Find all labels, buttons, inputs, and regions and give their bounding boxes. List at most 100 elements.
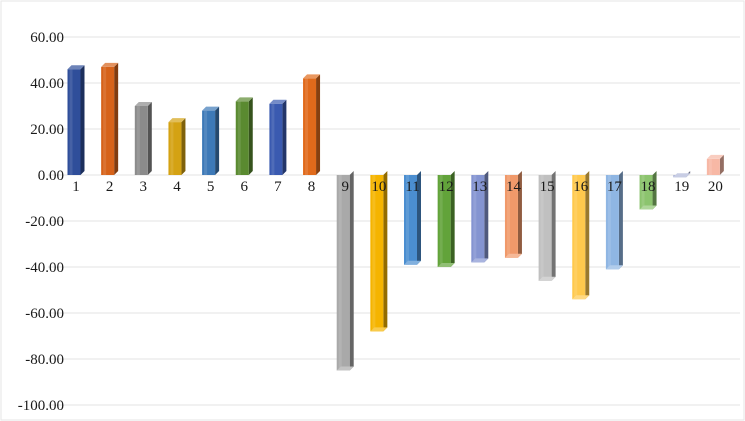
- bar-cap: [202, 106, 220, 111]
- bar-cap: [235, 97, 253, 102]
- bar-cap: [303, 74, 321, 79]
- bars: [67, 62, 724, 371]
- bar: [168, 118, 186, 175]
- bar-cap: [538, 276, 556, 281]
- category-label: 13: [472, 179, 487, 195]
- bar-front: [168, 122, 182, 175]
- category-label: 20: [708, 179, 723, 195]
- bar: [437, 171, 455, 267]
- bar: [303, 74, 321, 175]
- bar-highlight: [69, 69, 73, 175]
- category-label: 16: [573, 179, 589, 195]
- bar-highlight: [170, 122, 174, 175]
- bar-front: [605, 175, 619, 270]
- bar-highlight: [136, 106, 140, 175]
- y-axis-tick-labels: 60.00 40.00 20.00 0.00 -20.00 -40.00 -60.00 -80…: [18, 30, 64, 414]
- bar-front: [336, 175, 350, 371]
- bar-side: [618, 171, 623, 270]
- category-label: 1: [72, 179, 80, 195]
- bar-highlight: [574, 175, 578, 300]
- bar: [673, 171, 691, 178]
- bar-front: [437, 175, 451, 267]
- bar-side: [450, 171, 455, 267]
- bar: [605, 171, 623, 270]
- bar-side: [316, 74, 321, 175]
- bar-front: [639, 175, 653, 210]
- bar-side: [282, 99, 287, 175]
- bar-front: [572, 175, 586, 300]
- bar-cap: [134, 102, 152, 106]
- bar-side: [181, 118, 186, 175]
- bar-side: [114, 62, 119, 175]
- bar-highlight: [708, 158, 712, 175]
- bar-cap: [168, 118, 186, 123]
- y-tick-label: -20.00: [25, 214, 64, 230]
- gridlines: [48, 36, 740, 406]
- bar-highlight: [204, 110, 208, 175]
- bar: [572, 171, 590, 300]
- category-label: 8: [308, 179, 316, 195]
- bar-front: [504, 175, 518, 258]
- bar-front: [134, 106, 148, 175]
- y-tick-label: 0.00: [38, 168, 64, 184]
- bar-front: [202, 110, 216, 175]
- bar-side: [417, 171, 421, 265]
- bar-highlight: [271, 103, 275, 175]
- bar: [202, 106, 220, 175]
- bar: [336, 171, 354, 371]
- bar-front: [303, 78, 317, 175]
- bar: [101, 62, 119, 175]
- bar-highlight: [439, 175, 443, 267]
- category-label: 10: [371, 179, 386, 195]
- bar-cap: [471, 258, 489, 263]
- y-tick-label: -60.00: [25, 306, 64, 322]
- bar-front: [101, 66, 115, 175]
- y-tick-label: 60.00: [30, 30, 64, 46]
- y-tick-label: -100.00: [18, 398, 64, 414]
- y-tick-label: -40.00: [25, 260, 64, 276]
- bar: [370, 171, 388, 332]
- bar: [706, 154, 724, 175]
- y-tick-label: 20.00: [30, 122, 64, 138]
- bar-side: [80, 65, 85, 175]
- bar-side: [551, 171, 556, 281]
- category-label: 17: [607, 179, 623, 195]
- bar: [504, 171, 522, 258]
- bar-highlight: [406, 175, 409, 265]
- bar-cap: [504, 253, 522, 258]
- bar-front: [67, 69, 81, 175]
- bar-front: [404, 175, 417, 265]
- bar-highlight: [641, 175, 645, 210]
- bar-highlight: [338, 175, 342, 371]
- bar-highlight: [506, 175, 510, 258]
- category-label: 14: [506, 179, 522, 195]
- bar-highlight: [473, 175, 477, 263]
- category-label: 5: [207, 179, 215, 195]
- bar-side: [383, 171, 388, 332]
- bar-highlight: [540, 175, 544, 281]
- bar-highlight: [607, 175, 611, 270]
- bar-highlight: [372, 175, 376, 332]
- category-label: 7: [274, 179, 282, 195]
- bar-cap: [404, 260, 421, 265]
- bar: [235, 97, 253, 175]
- bar-side: [652, 171, 657, 210]
- bar-side: [719, 154, 724, 175]
- category-label: 11: [405, 179, 419, 195]
- bar-side: [517, 171, 522, 258]
- bar-front: [370, 175, 384, 332]
- bar-cap: [67, 65, 85, 70]
- bar-side: [248, 97, 253, 175]
- bar-cap: [572, 295, 590, 300]
- bar-cap: [706, 154, 724, 159]
- bar-side: [215, 106, 220, 175]
- category-label: 6: [241, 179, 249, 195]
- bar: [269, 99, 287, 175]
- bar-cap: [437, 263, 455, 267]
- bar-front: [538, 175, 552, 281]
- bar-front: [269, 103, 283, 175]
- bar-highlight: [103, 66, 107, 175]
- category-label: 4: [173, 179, 181, 195]
- category-label: 3: [140, 179, 148, 195]
